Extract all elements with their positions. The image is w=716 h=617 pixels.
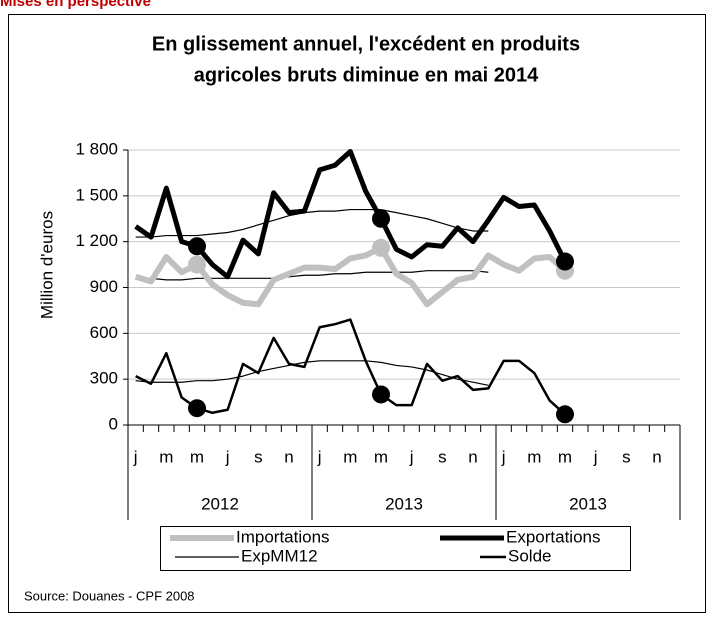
y-axis-label: Million d'euros	[37, 211, 56, 319]
legend-label: Solde	[508, 546, 551, 565]
x-tick-label: m	[159, 447, 173, 466]
legend-label: Importations	[236, 527, 330, 546]
legend-box	[160, 526, 631, 571]
x-tick-label: j	[225, 447, 230, 466]
y-tick-label: 900	[90, 277, 118, 296]
y-tick-label: 600	[90, 323, 118, 342]
x-tick-label: n	[284, 447, 293, 466]
series-marker	[372, 238, 390, 257]
series-line	[135, 270, 489, 281]
y-tick-label: 0	[109, 414, 118, 433]
series-line	[135, 360, 489, 386]
x-tick-label: m	[190, 447, 204, 466]
legend-label: Exportations	[506, 527, 601, 546]
y-tick-label: 1 800	[75, 139, 118, 158]
x-tick-label: j	[501, 447, 506, 466]
x-tick-label: m	[343, 447, 357, 466]
chart-title: agricoles bruts diminue en mai 2014	[194, 64, 539, 86]
series-marker	[556, 252, 574, 271]
source: Source: Douanes - CPF 2008	[24, 588, 195, 603]
group-label: 2013	[569, 494, 607, 513]
legend-label: ExpMM12	[241, 546, 318, 565]
x-tick-label: s	[438, 447, 447, 466]
x-tick-label: s	[622, 447, 631, 466]
series-marker	[556, 405, 574, 424]
y-tick-label: 1 500	[75, 185, 118, 204]
series-line	[135, 208, 489, 238]
header: Mises en perspective	[0, 0, 151, 10]
y-tick-label: 1 200	[75, 231, 118, 250]
series-marker	[188, 399, 206, 418]
x-tick-label: j	[409, 447, 414, 466]
series-marker	[372, 209, 390, 228]
frame	[8, 14, 706, 613]
x-tick-label: m	[527, 447, 541, 466]
series-line	[134, 149, 568, 280]
x-tick-label: j	[133, 447, 138, 466]
y-tick-label: 300	[90, 369, 118, 388]
series-line	[135, 318, 566, 416]
x-tick-label: n	[468, 447, 477, 466]
x-tick-label: s	[254, 447, 263, 466]
x-tick-label: m	[374, 447, 388, 466]
x-tick-label: n	[652, 447, 661, 466]
chart-title: En glissement annuel, l'excédent en prod…	[152, 33, 580, 55]
x-tick-label: j	[317, 447, 322, 466]
group-label: 2012	[201, 494, 239, 513]
x-tick-label: j	[593, 447, 598, 466]
series-marker	[188, 255, 206, 274]
series-marker	[188, 237, 206, 256]
group-label: 2013	[385, 494, 423, 513]
series-line	[134, 244, 568, 308]
series-marker	[372, 385, 390, 404]
x-tick-label: m	[558, 447, 572, 466]
